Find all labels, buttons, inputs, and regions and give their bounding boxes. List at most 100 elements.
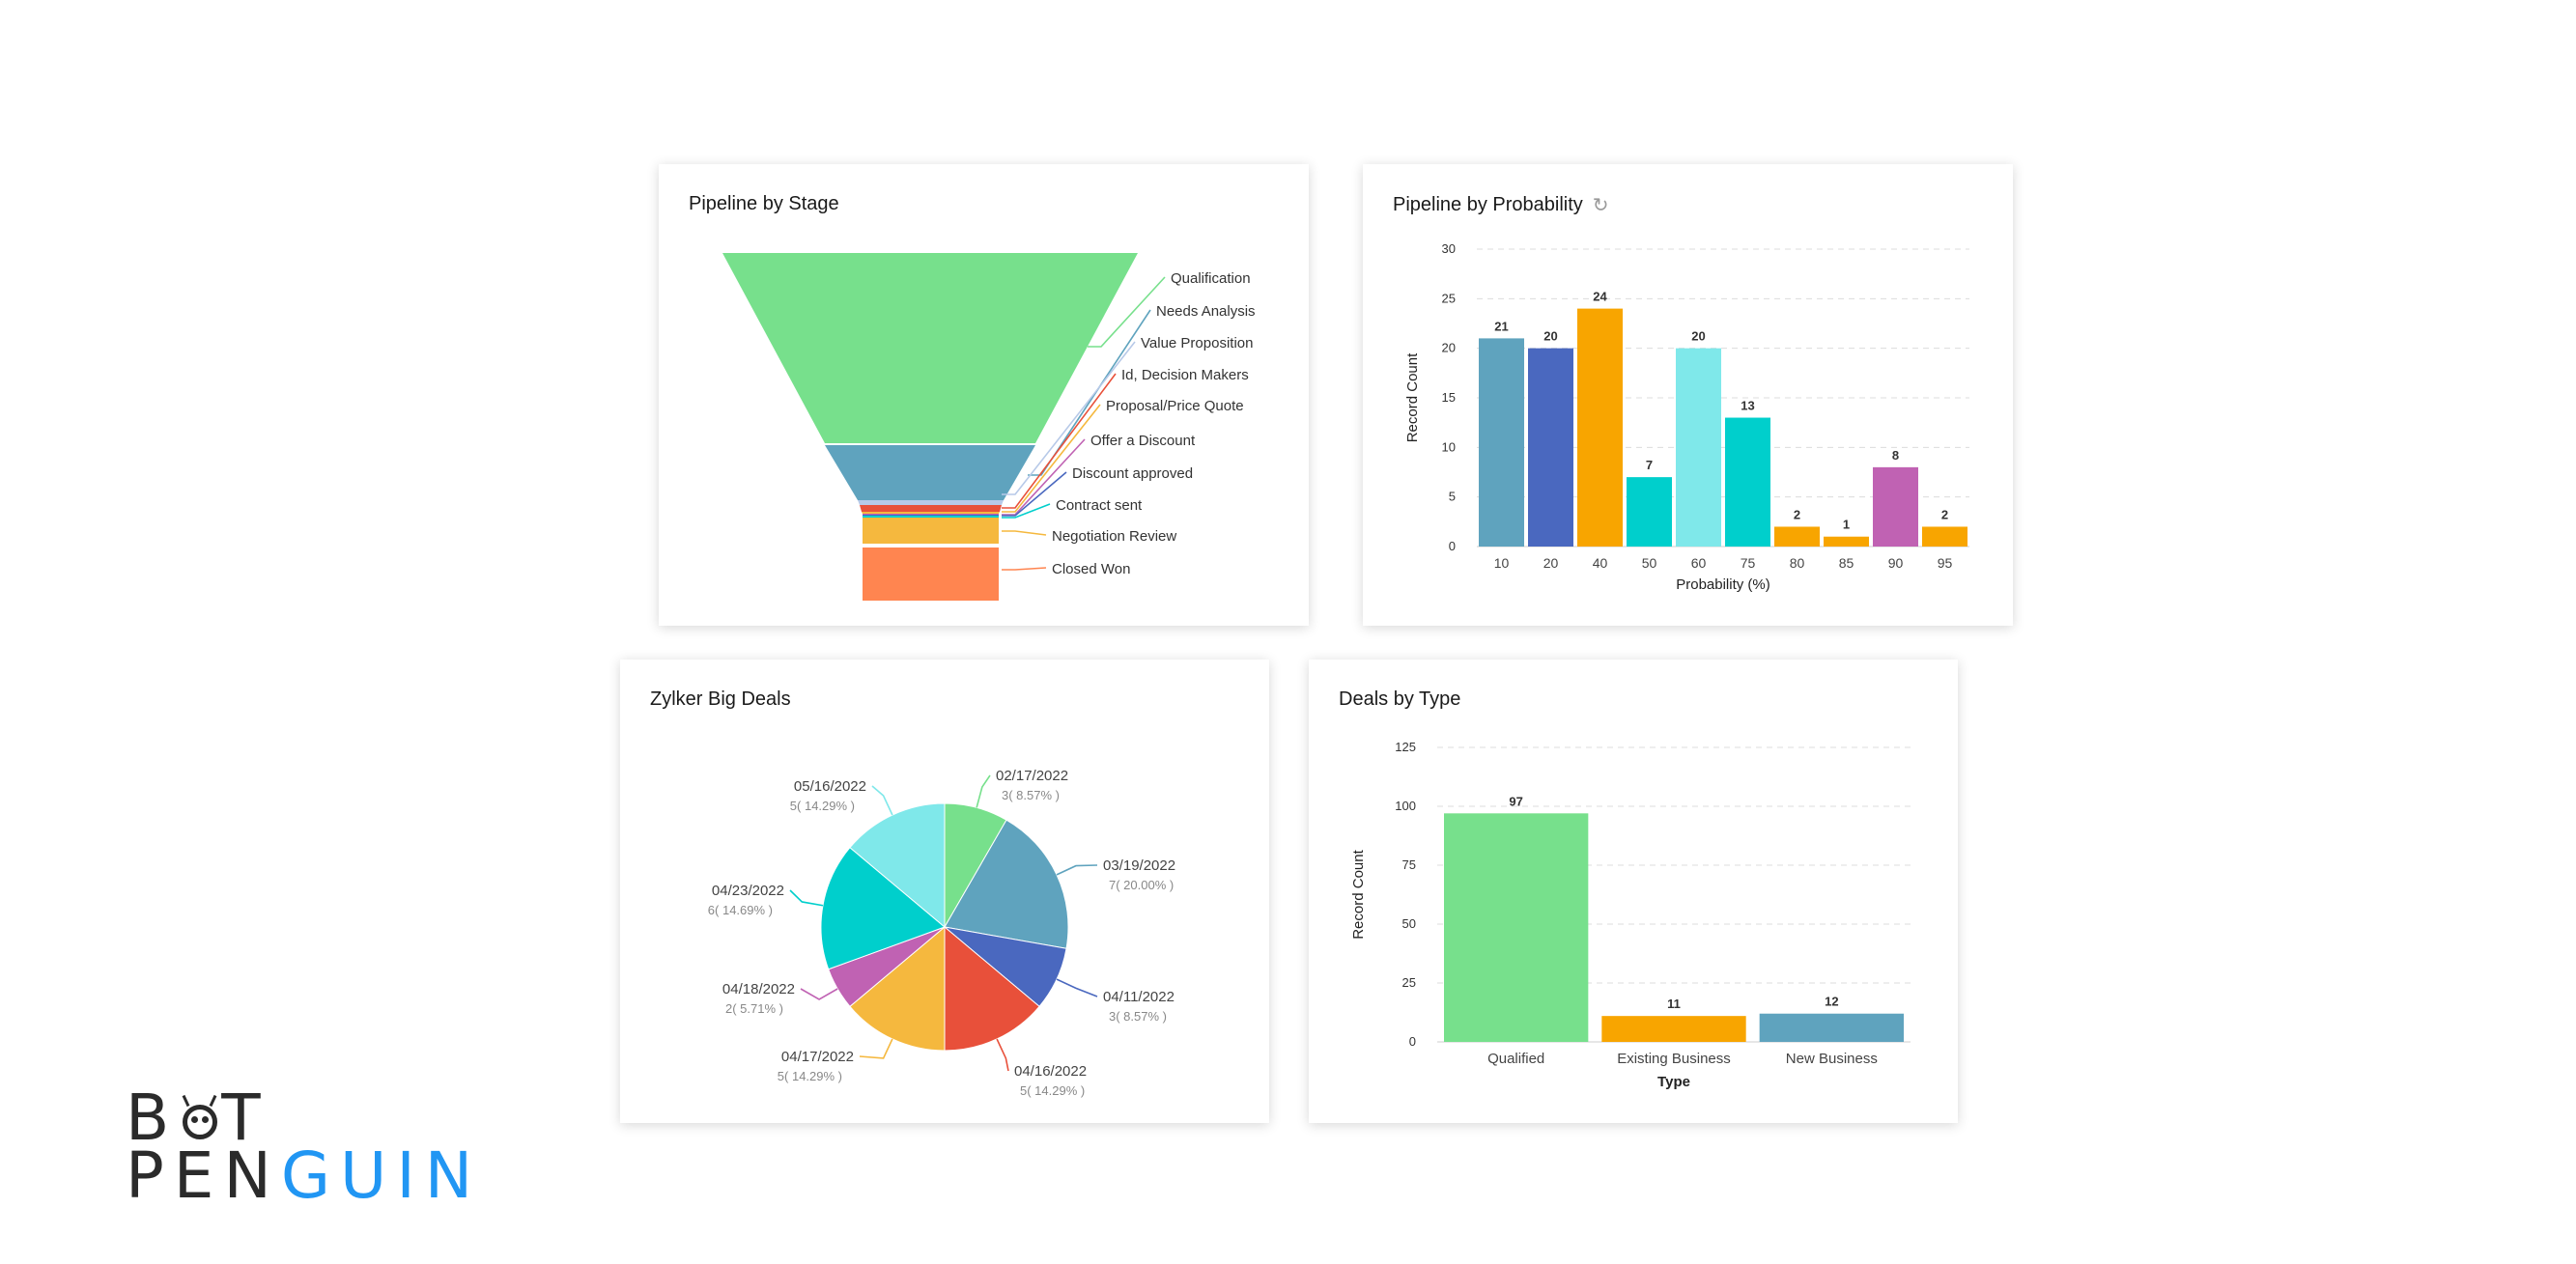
funnel-segment xyxy=(858,500,1004,505)
x-tick-label: 90 xyxy=(1888,555,1904,571)
pie-slice-percent: 3( 8.57% ) xyxy=(1002,788,1060,802)
funnel-segment xyxy=(862,512,1000,514)
card-title: Pipeline by Stage xyxy=(689,193,839,214)
bar-value-label: 12 xyxy=(1825,995,1838,1009)
pie-slice-label: 04/17/2022 xyxy=(781,1049,854,1065)
bar-value-label: 2 xyxy=(1941,507,1948,521)
bar xyxy=(1725,417,1770,547)
pie-leader-line xyxy=(976,774,991,808)
bar-value-label: 8 xyxy=(1892,448,1899,463)
pie-leader-line xyxy=(789,889,824,907)
pie-slice-percent: 6( 14.69% ) xyxy=(708,903,773,917)
bar xyxy=(1922,526,1967,547)
funnel-stage-label: Contract sent xyxy=(1056,497,1143,514)
bar xyxy=(1824,536,1869,547)
bar xyxy=(1759,1013,1904,1042)
bar xyxy=(1873,466,1918,547)
y-axis-title: Record Count xyxy=(1350,849,1367,939)
x-tick-label: 85 xyxy=(1839,555,1854,571)
x-axis-title: Probability (%) xyxy=(1676,576,1770,593)
x-tick-label: 20 xyxy=(1543,555,1559,571)
card-title: Deals by Type xyxy=(1339,688,1461,710)
pie-slice xyxy=(820,847,946,970)
x-tick-label: 50 xyxy=(1642,555,1657,571)
x-tick-label: Qualified xyxy=(1487,1051,1544,1067)
x-tick-label: 40 xyxy=(1593,555,1608,571)
funnel-stage-label: Needs Analysis xyxy=(1156,303,1256,320)
bar-value-label: 24 xyxy=(1593,290,1607,304)
funnel-leader-line xyxy=(1002,404,1101,513)
bar-value-label: 1 xyxy=(1843,518,1850,532)
type-bar-chart: 0 25 50 75 100 125 97 Qualified 11 Existing Busin… xyxy=(1350,740,1911,1090)
card-title-text: Pipeline by Probability xyxy=(1393,193,1583,215)
y-tick-label: 5 xyxy=(1449,490,1456,504)
pipeline-by-stage-card: Pipeline by Stage Qualification Needs Ana… xyxy=(659,164,1309,626)
funnel-leader-line xyxy=(1028,309,1151,476)
funnel-stage-label: Qualification xyxy=(1171,270,1251,287)
pie-slice-percent: 5( 14.29% ) xyxy=(778,1069,842,1083)
pie-leader-line xyxy=(871,785,893,816)
big-deals-pie-chart: 02/17/2022 3( 8.57% ) 03/19/2022 7( 20.00% … xyxy=(708,768,1175,1098)
funnel-leader-line xyxy=(1002,530,1047,536)
x-tick-label: 75 xyxy=(1741,555,1756,571)
x-tick-label: 80 xyxy=(1790,555,1805,571)
bar xyxy=(1601,1016,1746,1042)
bar-value-label: 2 xyxy=(1794,507,1800,521)
x-tick-label: 10 xyxy=(1494,555,1510,571)
refresh-icon[interactable]: ↻ xyxy=(1592,195,1609,216)
pie-slice-percent: 2( 5.71% ) xyxy=(725,1001,783,1016)
pie-slice-percent: 5( 14.29% ) xyxy=(790,799,855,813)
pie-leader-line xyxy=(996,1038,1009,1072)
pie-leader-line xyxy=(1056,864,1098,876)
bar xyxy=(1479,338,1524,547)
pie-slice-label: 04/11/2022 xyxy=(1103,989,1175,1005)
bar-value-label: 21 xyxy=(1494,319,1508,333)
card-title: Pipeline by Probability ↻ xyxy=(1393,193,1609,217)
pipeline-by-probability-card: Pipeline by Probability ↻ 0 5 10 15 20 25 30 21 1… xyxy=(1363,164,2013,626)
y-tick-label: 15 xyxy=(1442,390,1456,405)
bar-value-label: 7 xyxy=(1646,458,1653,472)
funnel-chart: Qualification Needs Analysis Value Proposi… xyxy=(722,253,1256,601)
pie-leader-line xyxy=(800,988,838,1000)
funnel-segment xyxy=(825,445,1035,500)
card-title: Zylker Big Deals xyxy=(650,688,791,710)
funnel-segment xyxy=(860,505,1002,512)
x-tick-label: New Business xyxy=(1786,1051,1878,1067)
bar-value-label: 11 xyxy=(1667,997,1681,1011)
penguin-eyes-icon xyxy=(181,1094,219,1143)
pie-slice-percent: 3( 8.57% ) xyxy=(1109,1009,1167,1024)
y-tick-label: 25 xyxy=(1442,291,1456,305)
logo-line-2: PENGUIN xyxy=(126,1138,483,1213)
funnel-segment xyxy=(722,253,1138,443)
bar xyxy=(1444,813,1589,1042)
funnel-stage-label: Negotiation Review xyxy=(1052,528,1176,545)
pie-leader-line xyxy=(1056,978,1098,997)
zylker-big-deals-card: Zylker Big Deals 02/17/2022 3( 8.57% ) 03/… xyxy=(620,660,1269,1123)
pie-slice-percent: 7( 20.00% ) xyxy=(1109,878,1174,892)
pie-slice-label: 04/23/2022 xyxy=(712,883,784,899)
funnel-segment xyxy=(863,515,999,516)
bar xyxy=(1577,308,1623,547)
pie-leader-line xyxy=(859,1038,893,1059)
funnel-stage-label: Id, Decision Makers xyxy=(1121,367,1249,383)
probability-bar-chart: 0 5 10 15 20 25 30 21 10 20 20 24 40 7 50 20 60 13 75 2 80 1 8… xyxy=(1404,241,1969,593)
funnel-stage-label: Offer a Discount xyxy=(1090,433,1196,449)
pie-slice-label: 05/16/2022 xyxy=(794,778,866,795)
pie-slice-label: 04/16/2022 xyxy=(1014,1063,1087,1080)
funnel-leader-line xyxy=(1002,503,1051,519)
y-tick-label: 30 xyxy=(1442,241,1456,256)
funnel-leader-line xyxy=(1002,373,1117,509)
funnel-stage-label: Discount approved xyxy=(1072,465,1193,482)
funnel-leader-line xyxy=(1002,341,1136,495)
funnel-stage-label: Closed Won xyxy=(1052,561,1130,577)
x-axis-title: Type xyxy=(1657,1074,1690,1090)
pie-slice-label: 02/17/2022 xyxy=(996,768,1068,784)
pie-slice-percent: 5( 14.29% ) xyxy=(1020,1083,1085,1098)
y-tick-label: 75 xyxy=(1402,857,1416,872)
bar xyxy=(1528,348,1573,547)
bar-value-label: 20 xyxy=(1543,329,1557,344)
pie-slice-label: 04/18/2022 xyxy=(722,981,795,997)
pie-slice-label: 03/19/2022 xyxy=(1103,857,1175,874)
y-tick-label: 100 xyxy=(1395,799,1416,813)
